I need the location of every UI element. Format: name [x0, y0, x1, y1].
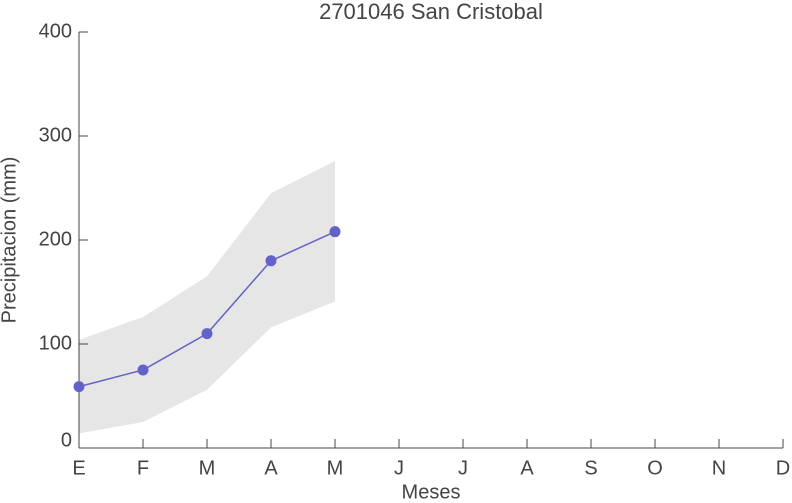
y-tick-label: 100: [39, 332, 72, 354]
chart-title: 2701046 San Cristobal: [319, 0, 543, 24]
x-tick-label: E: [72, 457, 85, 479]
point: [265, 255, 277, 267]
band: [79, 160, 335, 434]
point: [201, 328, 213, 340]
x-axis-label: Meses: [402, 481, 461, 503]
point: [329, 226, 341, 238]
x-tick-label: A: [264, 457, 278, 479]
x-tick-label: M: [199, 457, 216, 479]
x-tick-label: F: [137, 457, 149, 479]
y-tick-label: 0: [61, 429, 72, 451]
y-tick-label: 200: [39, 228, 72, 250]
point: [73, 381, 85, 393]
x-tick-label: M: [327, 457, 344, 479]
x-tick-label: S: [584, 457, 597, 479]
x-tick-label: J: [458, 457, 468, 479]
y-axis-label: Precipitacion (mm): [0, 157, 20, 324]
y-tick-label: 300: [39, 124, 72, 146]
x-tick-label: D: [776, 457, 790, 479]
point: [137, 364, 149, 376]
x-tick-label: A: [520, 457, 534, 479]
x-tick-label: N: [712, 457, 726, 479]
y-tick-label: 400: [39, 20, 72, 42]
x-tick-label: O: [647, 457, 663, 479]
x-tick-label: J: [394, 457, 404, 479]
